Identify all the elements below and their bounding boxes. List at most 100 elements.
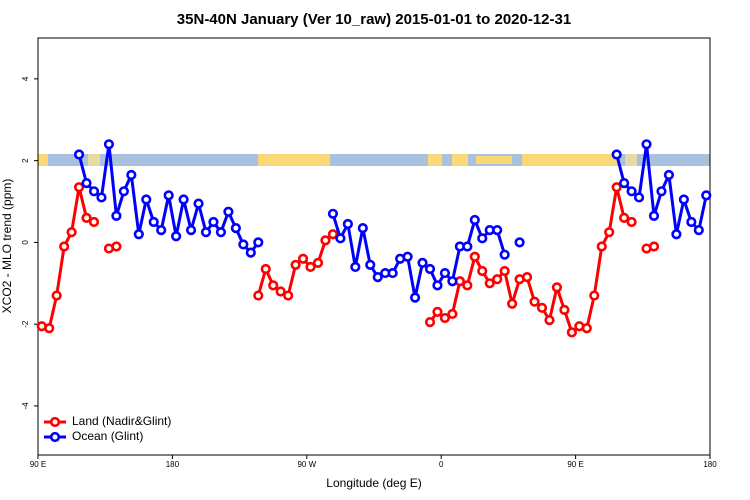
data-point [312, 257, 324, 268]
data-point [193, 198, 204, 209]
data-point [88, 186, 100, 197]
data-point [305, 261, 316, 273]
land-band [38, 154, 48, 166]
data-point [409, 292, 421, 303]
data-point [223, 206, 234, 217]
legend-text: Ocean (Glint) [72, 429, 143, 443]
data-point [499, 249, 510, 260]
x-tick-label: 90 E [30, 460, 46, 469]
data-point [686, 216, 697, 228]
data-point [507, 298, 518, 309]
y-axis-label: XCO2 - MLO trend (ppm) [0, 179, 14, 314]
data-point [619, 212, 630, 223]
data-point [402, 251, 413, 262]
data-point [447, 276, 458, 287]
data-point [559, 304, 570, 315]
legend-marker [49, 416, 61, 428]
data-point [529, 296, 540, 307]
data-point [260, 263, 271, 275]
data-point [633, 192, 645, 203]
data-point [230, 223, 241, 234]
y-tick-label: 2 [21, 158, 30, 163]
data-point [148, 216, 159, 228]
x-axis-label: Longitude (deg E) [326, 476, 421, 490]
data-point [44, 323, 55, 334]
data-point [81, 212, 92, 223]
data-point [693, 225, 704, 236]
plot-frame [37, 37, 711, 456]
data-point [327, 208, 339, 219]
data-point [327, 229, 339, 240]
data-point [492, 225, 503, 236]
data-point [238, 239, 249, 250]
data-point [424, 263, 436, 275]
data-point [671, 229, 682, 240]
data-point [320, 235, 331, 246]
data-point [73, 149, 85, 160]
data-point [245, 247, 256, 258]
x-tick-label: 0 [439, 460, 444, 469]
data-point [268, 280, 279, 291]
data-point [275, 286, 286, 297]
data-point [432, 280, 443, 291]
legend-item: Land (Nadir&Glint) [44, 414, 171, 428]
x-tick-label: 180 [703, 460, 717, 469]
y-tick-label: 0 [21, 240, 30, 245]
data-point [551, 282, 563, 293]
data-point [253, 290, 264, 301]
data-point [81, 178, 92, 189]
data-point [372, 272, 383, 283]
x-tick-label: 90 W [297, 460, 316, 469]
data-point [626, 216, 637, 228]
data-point [66, 227, 77, 238]
data-point [477, 233, 488, 244]
data-point [342, 218, 353, 230]
data-point [297, 253, 309, 264]
data-point [536, 302, 548, 313]
x-tick-label: 180 [166, 460, 180, 469]
land-band [428, 154, 442, 166]
data-point [648, 210, 660, 221]
data-point [133, 229, 144, 240]
data-point [589, 290, 600, 301]
data-point [469, 214, 480, 226]
data-point [663, 169, 675, 181]
data-point [103, 139, 115, 150]
land-band [258, 154, 330, 166]
data-point [350, 261, 361, 273]
data-point [521, 272, 533, 283]
legend-text: Land (Nadir&Glint) [72, 414, 171, 428]
data-point [215, 227, 227, 238]
data-point [178, 194, 189, 205]
data-point [678, 194, 689, 205]
land-band [452, 154, 468, 166]
data-point [365, 259, 376, 270]
data-point [200, 227, 212, 238]
land-band [625, 154, 637, 166]
land-band [476, 156, 512, 164]
data-point [619, 178, 630, 189]
data-point [626, 186, 637, 197]
data-point [439, 267, 451, 279]
data-point [185, 225, 197, 236]
land-ocean-strip [38, 154, 710, 166]
y-tick-label: 4 [21, 76, 30, 81]
data-point [544, 314, 555, 326]
y-tick-label: -2 [21, 320, 30, 328]
data-point [88, 216, 100, 228]
data-point [111, 241, 122, 252]
data-point [432, 306, 443, 318]
data-point [208, 216, 219, 228]
data-point [290, 259, 301, 270]
chart-title: 35N-40N January (Ver 10_raw) 2015-01-01 … [177, 11, 571, 28]
data-point [611, 182, 622, 193]
x-tick-label: 90 E [567, 460, 583, 469]
y-tick-label: -4 [21, 402, 30, 410]
data-point [171, 231, 182, 242]
data-point [424, 317, 436, 328]
data-point [141, 194, 152, 205]
data-point [335, 233, 346, 244]
data-point [417, 257, 428, 268]
data-point [439, 312, 451, 324]
